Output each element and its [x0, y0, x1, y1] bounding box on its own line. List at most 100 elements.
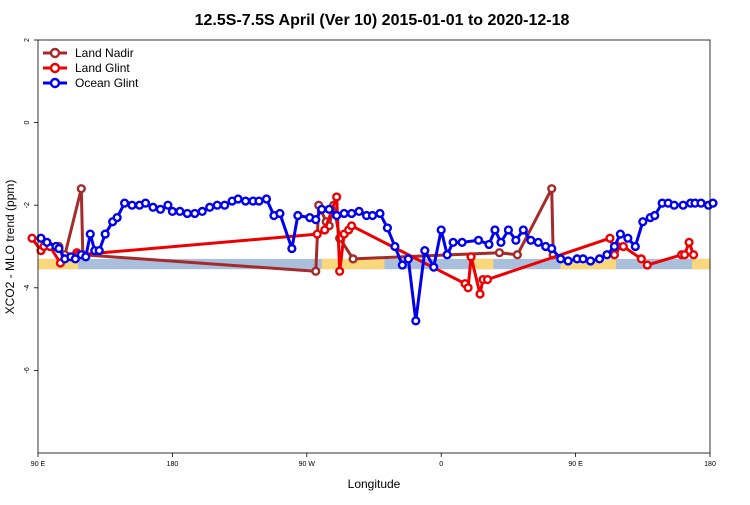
chart-title: 12.5S-7.5S April (Ver 10) 2015-01-01 to … — [195, 12, 570, 29]
ocean-glint-point — [547, 243, 557, 254]
legend-swatch-marker — [49, 77, 61, 89]
ocean-glint-point — [347, 208, 357, 219]
ocean-glint-point — [490, 225, 500, 235]
y-axis: 2 0 -2 -4 -6 — [24, 38, 38, 374]
ocean-glint-point — [175, 206, 185, 216]
ocean-glint-point — [578, 254, 588, 264]
land-nadir-point — [494, 248, 505, 258]
ocean-glint-point — [100, 229, 110, 239]
x-tick-label: 0 — [439, 461, 443, 468]
land-nadir-point — [547, 184, 557, 194]
ocean-glint-point — [533, 237, 543, 247]
ocean-glint-point — [317, 204, 327, 214]
ocean-glint-point — [382, 223, 393, 233]
ocean-glint-series — [36, 194, 718, 326]
ocean-glint-point — [457, 237, 467, 247]
ocean-glint-point — [484, 239, 494, 250]
ocean-glint-point — [311, 215, 321, 225]
ocean-glint-point — [163, 200, 173, 210]
ocean-glint-point — [324, 204, 334, 214]
land-glint-point — [312, 229, 322, 239]
ocean-glint-point — [411, 316, 421, 326]
ocean-glint-point — [585, 256, 596, 266]
ocean-glint-point — [615, 229, 626, 239]
ocean-glint-point — [54, 243, 64, 254]
y-tick-label: 0 — [24, 121, 31, 125]
ocean-glint-point — [233, 194, 243, 204]
land-glint-point — [642, 260, 652, 270]
ocean-glint-point — [197, 206, 207, 216]
ocean-glint-point — [708, 198, 718, 208]
land-nadir-point — [512, 250, 522, 260]
series-layer — [27, 184, 718, 326]
y-tick-label: -6 — [24, 367, 31, 373]
land-glint-point — [332, 192, 342, 202]
ocean-glint-point — [623, 233, 633, 243]
ocean-glint-point — [375, 208, 385, 219]
land-nadir-point — [76, 184, 86, 194]
ocean-glint-point — [563, 256, 573, 266]
ocean-glint-point — [287, 243, 297, 254]
ocean-glint-point — [420, 246, 430, 256]
land-band-segment — [321, 258, 385, 270]
ocean-glint-point — [85, 229, 95, 239]
ocean-glint-point — [367, 210, 378, 221]
land-glint-point — [636, 254, 646, 264]
ocean-glint-point — [429, 262, 439, 272]
ocean-glint-point — [81, 252, 91, 262]
land-glint-point — [27, 233, 37, 243]
ocean-glint-point — [190, 208, 200, 219]
legend-item-land-glint: Land Glint — [43, 61, 130, 75]
ocean-glint-point — [275, 208, 285, 219]
ocean-glint-point — [254, 196, 264, 206]
ocean-glint-point — [526, 235, 536, 245]
ocean-glint-point — [120, 198, 130, 208]
ocean-glint-point — [354, 206, 364, 216]
land-glint-point — [684, 237, 694, 247]
land-nadir-point — [348, 254, 358, 264]
land-glint-point — [482, 274, 493, 285]
land-band-segment — [692, 258, 710, 270]
ocean-glint-point — [403, 254, 413, 264]
land-glint-point — [475, 289, 485, 299]
ocean-glint-point — [609, 241, 620, 252]
background-band — [38, 258, 710, 270]
ocean-glint-point — [594, 254, 605, 264]
ocean-glint-point — [212, 200, 222, 210]
y-tick-label: -4 — [24, 285, 31, 291]
x-axis: 90 E 180 90 W 0 90 E 180 — [31, 453, 716, 468]
ocean-glint-point — [70, 254, 80, 264]
land-glint-point — [320, 225, 330, 235]
ocean-glint-point — [669, 200, 679, 210]
legend-swatch-marker — [49, 47, 61, 59]
legend-label: Ocean Glint — [75, 76, 139, 90]
ocean-glint-point — [293, 210, 303, 221]
ocean-glint-point — [127, 200, 137, 210]
ocean-glint-point — [678, 200, 688, 210]
ocean-glint-point — [448, 237, 458, 247]
land-glint-point — [335, 266, 345, 276]
ocean-glint-point — [696, 198, 706, 208]
land-glint-point — [688, 250, 699, 260]
x-tick-label: 90 E — [31, 461, 46, 468]
land-band-segment — [471, 258, 494, 270]
ocean-glint-point — [436, 225, 446, 235]
ocean-glint-point — [511, 235, 521, 245]
y-tick-label: -2 — [24, 202, 31, 208]
land-glint-point — [680, 250, 690, 260]
y-tick-label: 2 — [24, 38, 31, 42]
ocean-glint-point — [650, 210, 660, 221]
ocean-glint-point — [442, 250, 452, 260]
ocean-glint-point — [182, 208, 192, 219]
ocean-glint-point — [42, 237, 52, 247]
x-axis-label: Longitude — [348, 477, 401, 491]
legend-label: Land Nadir — [75, 46, 134, 60]
ocean-glint-point — [240, 196, 251, 206]
land-glint-point — [466, 252, 476, 262]
land-glint-point — [605, 233, 615, 243]
ocean-glint-point — [496, 237, 506, 247]
ocean-glint-point — [148, 202, 158, 212]
